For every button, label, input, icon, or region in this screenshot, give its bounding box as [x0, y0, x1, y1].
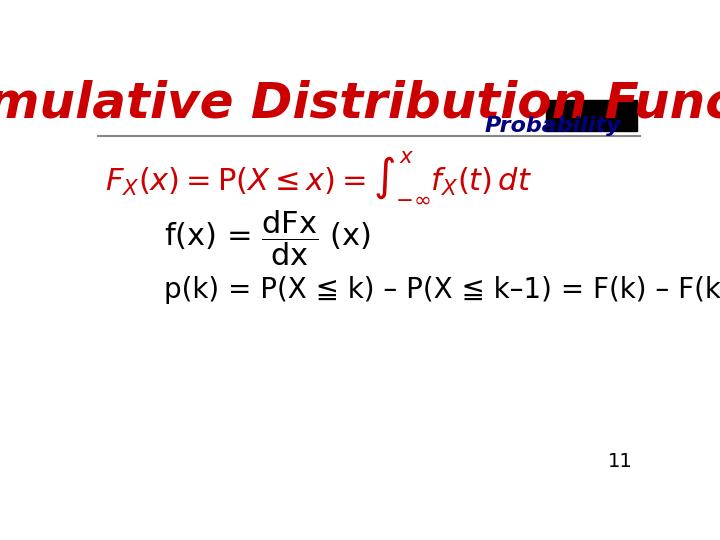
Text: 11: 11: [608, 453, 632, 471]
Text: p(k) = P(X ≦ k) – P(X ≦ k–1) = F(k) – F(k–1): p(k) = P(X ≦ k) – P(X ≦ k–1) = F(k) – F(…: [163, 275, 720, 303]
FancyBboxPatch shape: [546, 100, 637, 131]
Text: $F_X(x) = \mathrm{P}(X \leq x) = \int_{-\infty}^{x} f_X(t)\, dt$: $F_X(x) = \mathrm{P}(X \leq x) = \int_{-…: [105, 149, 532, 204]
Text: Probability: Probability: [485, 117, 621, 137]
Text: Cumulative Distribution Function: Cumulative Distribution Function: [0, 79, 720, 127]
Text: f(x) = $\dfrac{\mathrm{dFx}}{\mathrm{dx}}$ (x): f(x) = $\dfrac{\mathrm{dFx}}{\mathrm{dx}…: [163, 208, 371, 268]
